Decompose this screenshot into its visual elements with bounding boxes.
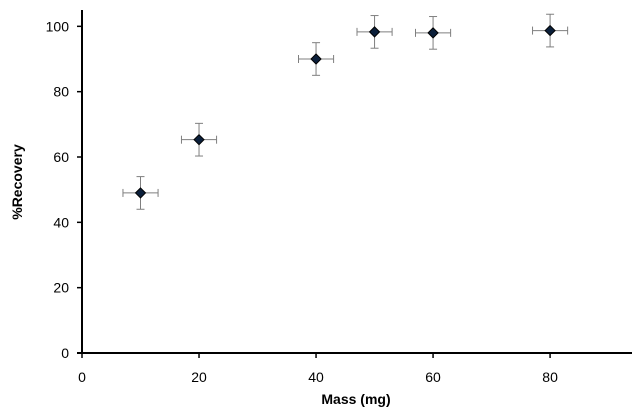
axis-ticks: 0 20 40 60 80 0 20 40 60 80 100: [46, 18, 558, 385]
data-point: [134, 187, 147, 199]
y-tick-label: 80: [53, 84, 69, 100]
error-bars: [122, 13, 569, 210]
data-point: [427, 27, 439, 39]
y-tick-label: 20: [53, 280, 69, 296]
data-point: [368, 26, 381, 38]
y-axis-title: %Recovery: [9, 144, 25, 220]
x-tick-label: 80: [542, 369, 558, 385]
x-tick-label: 0: [78, 369, 86, 385]
y-tick-label: 60: [53, 149, 69, 165]
x-tick-label: 40: [308, 369, 324, 385]
data-point: [310, 53, 322, 65]
y-tick-label: 40: [53, 214, 69, 230]
y-tick-label: 0: [61, 345, 69, 361]
x-tick-label: 60: [425, 369, 441, 385]
y-tick-label: 100: [46, 18, 70, 34]
x-axis-title: Mass (mg): [321, 391, 390, 407]
data-points: [134, 24, 556, 199]
x-tick-label: 20: [191, 369, 207, 385]
data-point: [544, 24, 556, 37]
data-point: [193, 133, 205, 146]
